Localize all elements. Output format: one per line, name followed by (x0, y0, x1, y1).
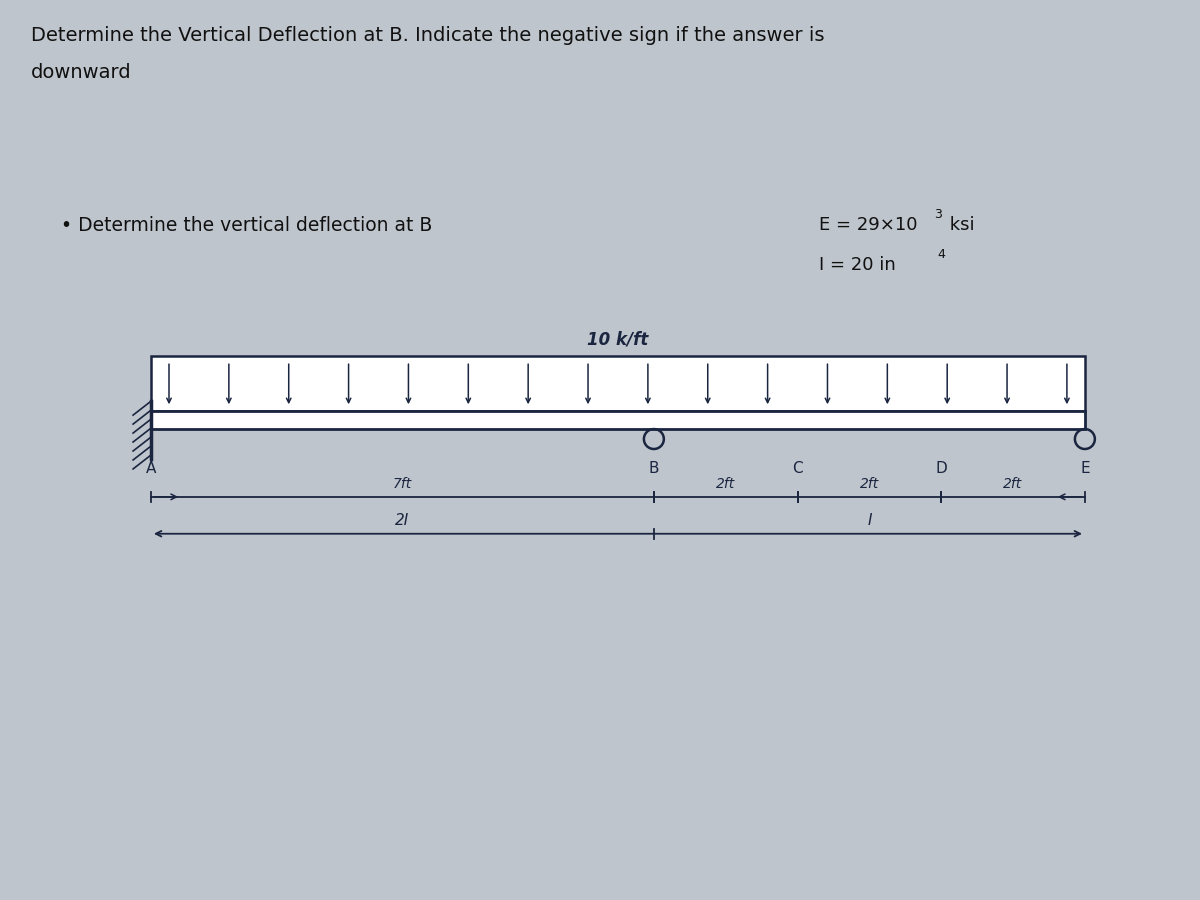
Text: 3: 3 (935, 208, 942, 220)
Text: I = 20 in: I = 20 in (820, 256, 896, 274)
Bar (151, 411, 1085, 429)
Text: 10 k/ft: 10 k/ft (587, 330, 649, 348)
Text: E: E (1080, 461, 1090, 476)
Text: 2ft: 2ft (859, 477, 878, 490)
Text: D: D (935, 461, 947, 476)
Text: 2I: 2I (395, 513, 409, 527)
Text: E = 29×10: E = 29×10 (820, 216, 918, 234)
Text: ksi: ksi (944, 216, 974, 234)
Text: downward: downward (31, 63, 132, 82)
Bar (151, 356, 1085, 411)
Text: 7ft: 7ft (392, 477, 412, 490)
Text: C: C (792, 461, 803, 476)
Text: 2ft: 2ft (716, 477, 736, 490)
Text: 4: 4 (937, 248, 946, 261)
Text: • Determine the vertical deflection at B: • Determine the vertical deflection at B (61, 216, 433, 235)
Text: A: A (146, 461, 156, 476)
Text: Determine the Vertical Deflection at B. Indicate the negative sign if the answer: Determine the Vertical Deflection at B. … (31, 26, 824, 45)
Text: I: I (868, 513, 871, 527)
Text: 2ft: 2ft (1003, 477, 1022, 490)
Text: B: B (649, 461, 659, 476)
